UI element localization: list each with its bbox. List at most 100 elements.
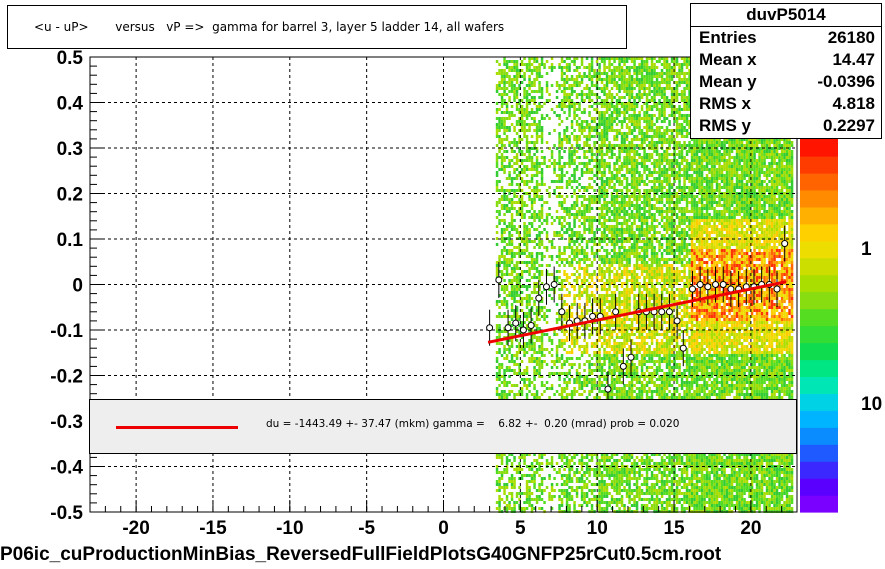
heatmap-cell [608,327,611,330]
heatmap-cell [625,126,629,129]
heatmap-cell [525,324,529,327]
heatmap-cell [618,234,621,237]
heatmap-cell [573,339,576,342]
heatmap-cell [620,477,624,480]
heatmap-cell [635,396,639,399]
heatmap-cell [583,273,586,276]
heatmap-cell [513,486,516,489]
heatmap-cell [505,348,509,351]
heatmap-cell [613,108,616,111]
heatmap-cell [605,300,609,303]
heatmap-cell [620,324,624,327]
heatmap-cell [503,267,506,270]
heatmap-cell [608,150,611,153]
heatmap-cell [603,465,606,468]
heatmap-cell [615,501,619,504]
heatmap-cell [520,129,524,132]
heatmap-cell [568,147,571,150]
heatmap-cell [530,201,534,204]
heatmap-cell [505,93,509,96]
heatmap-cell [548,273,551,276]
heatmap-cell [513,480,516,483]
heatmap-cell [525,165,529,168]
heatmap-cell [613,219,616,222]
heatmap-cell [513,501,516,504]
heatmap-cell [583,258,586,261]
heatmap-cell [518,324,521,327]
heatmap-cell [620,474,624,477]
heatmap-cell [578,189,581,192]
heatmap-cell [613,261,616,264]
heatmap-cell [543,384,546,387]
heatmap-cell [580,498,584,501]
heatmap-cell [575,135,579,138]
heatmap-cell [540,483,544,486]
heatmap-cell [525,255,529,258]
heatmap-cell [498,210,501,213]
heatmap-cell [628,201,631,204]
heatmap-cell [565,336,569,339]
heatmap-cell [505,204,509,207]
heatmap-cell [545,84,549,87]
heatmap-cell [588,129,591,132]
heatmap-cell [628,249,631,252]
heatmap-cell [550,387,554,390]
heatmap-cell [583,486,586,489]
heatmap-cell [558,102,561,105]
heatmap-cell [583,144,586,147]
heatmap-cell [608,264,611,267]
heatmap-cell [560,285,564,288]
heatmap-cell [600,144,604,147]
heatmap-cell [573,249,576,252]
heatmap-cell [620,393,624,396]
heatmap-cell [610,81,614,84]
heatmap-cell [565,288,569,291]
heatmap-cell [635,492,639,495]
heatmap-cell [530,165,534,168]
heatmap-cell [520,138,524,141]
heatmap-cell [600,297,604,300]
heatmap-cell [540,507,544,510]
heatmap-cell [630,84,634,87]
heatmap-cell [600,483,604,486]
heatmap-cell [625,201,629,204]
heatmap-cell [520,60,524,63]
heatmap-cell [578,219,581,222]
heatmap-cell [630,330,634,333]
heatmap-cell [523,453,526,456]
heatmap-cell [635,267,639,270]
heatmap-cell [528,84,531,87]
heatmap-cell [603,99,606,102]
heatmap-cell [505,189,509,192]
heatmap-cell [513,363,516,366]
heatmap-cell [593,252,596,255]
heatmap-cell [503,288,506,291]
heatmap-cell [505,468,509,471]
heatmap-cell [580,174,584,177]
heatmap-cell [528,498,531,501]
heatmap-cell [615,87,619,90]
heatmap-cell [605,87,609,90]
heatmap-cell [525,147,529,150]
heatmap-cell [563,339,566,342]
heatmap-cell [523,153,526,156]
heatmap-cell [585,327,589,330]
heatmap-cell [568,480,571,483]
heatmap-cell [530,258,534,261]
heatmap-cell [575,381,579,384]
heatmap-cell [518,150,521,153]
heatmap-cell [515,72,519,75]
heatmap-cell [628,453,631,456]
heatmap-cell [630,168,634,171]
heatmap-cell [630,252,634,255]
heatmap-cell [575,453,579,456]
heatmap-cell [508,477,511,480]
heatmap-cell [578,471,581,474]
heatmap-cell [615,108,619,111]
heatmap-cell [528,99,531,102]
heatmap-cell [510,480,514,483]
heatmap-cell [625,330,629,333]
heatmap-cell [570,228,574,231]
heatmap-cell [600,135,604,138]
heatmap-cell [628,96,631,99]
